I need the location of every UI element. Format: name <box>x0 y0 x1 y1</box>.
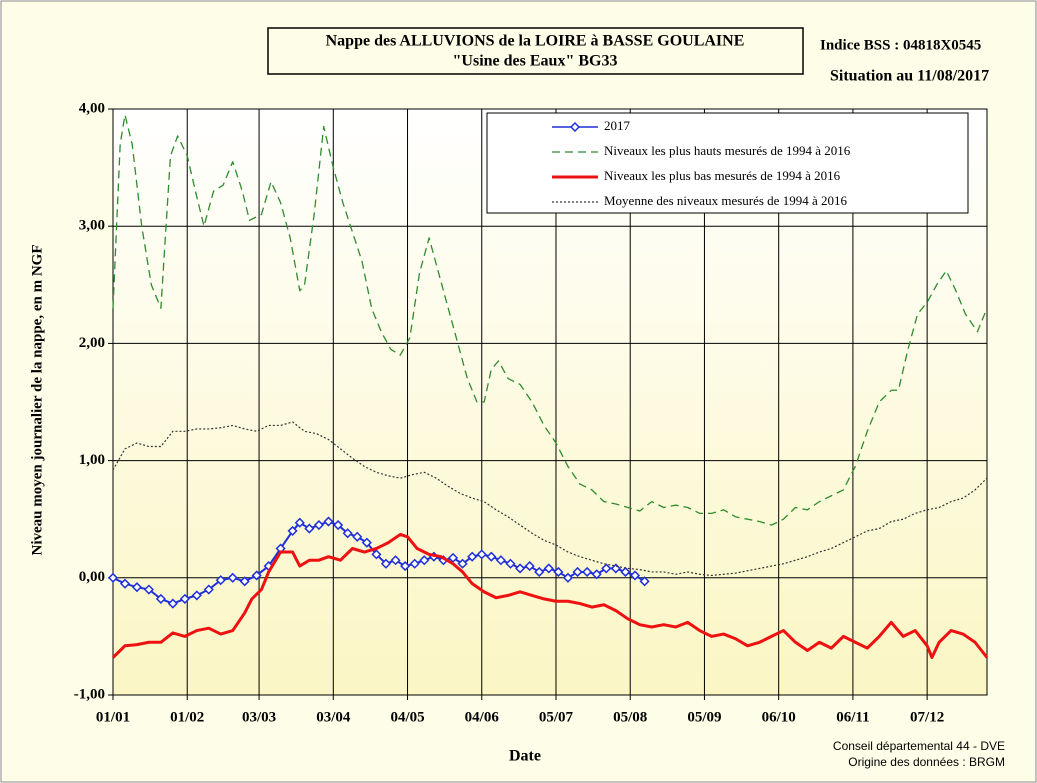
x-tick-label: 06/11 <box>836 709 869 725</box>
data-point <box>380 558 392 569</box>
data-point <box>167 598 178 609</box>
data-point <box>107 572 119 583</box>
data-point <box>553 566 564 578</box>
legend-marker <box>569 121 581 133</box>
series-line <box>112 114 988 526</box>
x-tick-label: 03/03 <box>242 709 276 725</box>
y-tick-label: 1,00 <box>79 452 105 468</box>
x-tick-label: 05/09 <box>687 709 721 725</box>
y-tick-label: -1,00 <box>74 686 105 702</box>
legend-label: Moyenne des niveaux mesurés de 1994 à 20… <box>604 193 847 208</box>
data-point <box>390 555 401 566</box>
source: Conseil départemental 44 - DVE <box>833 739 1005 753</box>
data-point <box>562 572 574 583</box>
data-point <box>333 519 344 531</box>
y-tick-label: 0,00 <box>79 569 105 585</box>
data-point <box>323 516 334 527</box>
data-point <box>179 593 190 604</box>
data-point <box>601 563 612 574</box>
data-point <box>215 575 226 586</box>
y-tick-label: 3,00 <box>79 218 105 234</box>
data-point <box>457 558 468 569</box>
chart-title: Nappe des ALLUVIONS de la LOIRE à BASSE … <box>326 33 745 50</box>
data-point <box>287 525 298 536</box>
x-axis-label: Date <box>509 748 541 765</box>
chart-subtitle: "Usine des Eaux" BG33 <box>453 53 618 70</box>
legend-items: 2017 Niveaux les plus hauts mesurés de 19… <box>552 118 851 208</box>
x-tick-label: 06/10 <box>762 709 796 725</box>
x-tick-label: 03/04 <box>316 709 351 725</box>
data-point <box>203 584 214 595</box>
data-point <box>400 561 411 572</box>
legend-label: Niveaux les plus bas mesurés de 1994 à 2… <box>604 168 841 183</box>
data-point <box>304 523 315 534</box>
data-point <box>191 590 202 601</box>
x-tick-label: 05/08 <box>613 709 647 725</box>
data-point <box>352 531 363 542</box>
title-box <box>267 27 804 75</box>
legend-label: Niveaux les plus hauts mesurés de 1994 à… <box>604 143 851 158</box>
data-point <box>131 582 143 593</box>
annotation: Situation au 11/08/2017 <box>830 68 989 85</box>
data-point <box>639 576 650 587</box>
data-point <box>447 552 459 563</box>
annotation: Indice BSS : 04818X0545 <box>820 37 981 53</box>
data-point <box>582 566 593 578</box>
data-point <box>467 551 478 562</box>
data-point <box>620 566 631 578</box>
data-point <box>476 549 487 560</box>
data-point <box>534 566 545 578</box>
data-point <box>486 551 497 562</box>
data-point <box>294 517 305 528</box>
x-tick-label: 04/05 <box>390 709 424 725</box>
data-point <box>515 563 526 574</box>
data-point <box>409 558 420 569</box>
x-tick-label: 01/02 <box>170 709 204 725</box>
data-point <box>251 570 262 581</box>
data-point <box>119 578 131 589</box>
data-point <box>313 519 324 531</box>
data-point <box>524 561 535 572</box>
data-point <box>361 537 372 548</box>
data-point <box>591 569 602 580</box>
y-axis-label: Niveau moyen journalier de la nappe, en … <box>29 245 45 556</box>
series-line <box>112 421 988 577</box>
x-tick-label: 07/12 <box>910 709 944 725</box>
y-tick-label: 2,00 <box>79 335 105 351</box>
x-tick-label: 05/07 <box>539 709 574 725</box>
legend-label: 2017 <box>604 118 631 133</box>
data-point <box>342 528 353 539</box>
data-point <box>505 558 516 569</box>
legend <box>486 112 969 214</box>
x-tick-label: 04/06 <box>465 709 500 725</box>
data-point <box>572 566 583 578</box>
y-tick-label: 4,00 <box>79 100 105 116</box>
data-point <box>143 584 154 595</box>
data-point <box>629 570 641 581</box>
data-point <box>155 593 166 604</box>
data-point <box>227 572 238 583</box>
x-tick-label: 01/01 <box>96 709 130 725</box>
source: Origine des données : BRGM <box>848 755 1005 769</box>
data-point <box>239 576 250 587</box>
data-point <box>543 563 554 574</box>
data-point <box>495 555 506 566</box>
data-point <box>419 555 430 566</box>
data-point <box>371 549 382 560</box>
series <box>107 114 989 659</box>
series-line <box>111 532 989 659</box>
